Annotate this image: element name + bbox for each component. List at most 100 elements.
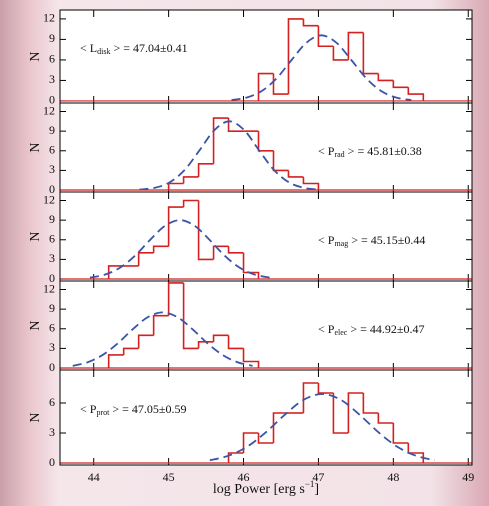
y-tick-label: 12: [43, 281, 55, 295]
plot-area: [60, 370, 472, 465]
histogram-bar: [302, 18, 319, 27]
y-tick-label: 0: [49, 360, 55, 374]
y-tick-label: 6: [49, 395, 55, 409]
histogram-bar: [182, 282, 199, 350]
histogram-bar: [107, 265, 124, 280]
histogram-bar: [227, 335, 244, 350]
annotation-tail: > = 44.92±0.47: [347, 322, 424, 336]
histogram-bar: [317, 383, 334, 394]
annotation-sub: prot: [96, 408, 110, 417]
annotation-sub: elec: [334, 328, 347, 337]
fit-curve: [231, 34, 412, 101]
x-tick-label: 48: [387, 470, 399, 484]
y-tick-label: 0: [49, 271, 55, 285]
annotation: < Pmag > = 45.15±0.44: [318, 233, 425, 248]
annotation-tail: > = 47.05±0.59: [109, 402, 186, 416]
y-tick-label: 3: [49, 340, 55, 354]
y-axis-label: N: [28, 412, 43, 422]
y-tick-label: 9: [49, 301, 55, 315]
y-tick-label: 6: [49, 321, 55, 335]
histogram-bar: [242, 348, 260, 369]
x-tick-label: 46: [238, 470, 250, 484]
y-tick-label: 9: [49, 123, 55, 137]
histogram-bar: [227, 452, 244, 463]
histogram-bar: [287, 18, 304, 95]
histogram-bar: [122, 347, 139, 355]
histogram-bar: [377, 73, 394, 82]
y-tick-label: 12: [43, 192, 55, 206]
histogram-bar: [347, 31, 364, 60]
annotation-tail: > = 45.81±0.38: [345, 144, 422, 158]
y-axis-label: N: [28, 142, 43, 152]
histogram-bar: [107, 354, 124, 369]
y-tick-label: 3: [49, 162, 55, 176]
histogram-bar: [332, 393, 349, 434]
histogram-bar: [332, 46, 349, 61]
plot-area: [60, 281, 472, 370]
annotation: < Ldisk > = 47.04±0.41: [80, 41, 188, 56]
annotation-sub: rad: [334, 150, 344, 159]
fit-curve: [89, 219, 270, 279]
y-tick-label: 3: [49, 251, 55, 265]
fit-curve: [72, 311, 253, 367]
histogram-bar: [197, 341, 214, 349]
fit-curve: [209, 393, 435, 462]
y-tick-label: 6: [49, 52, 55, 66]
y-tick-label: 6: [49, 143, 55, 157]
y-tick-label: 3: [49, 72, 55, 86]
histogram-bar: [197, 163, 214, 177]
histogram-bar: [302, 382, 319, 413]
histogram-bar: [392, 423, 409, 444]
histogram-bar: [152, 314, 169, 336]
y-tick-label: 0: [49, 93, 55, 107]
histogram-bar: [182, 176, 199, 184]
histogram-bar: [377, 413, 394, 424]
annotation-text: < P: [318, 233, 335, 247]
annotation-text: < P: [318, 322, 335, 336]
histogram-bar: [257, 72, 274, 101]
annotation-sub: mag: [334, 239, 348, 248]
y-axis-label: N: [28, 320, 43, 330]
histogram-bar: [152, 245, 169, 253]
histogram-bar: [272, 412, 289, 443]
y-axis-label: N: [28, 231, 43, 241]
y-tick-label: 0: [49, 182, 55, 196]
y-tick-label: 9: [49, 31, 55, 45]
y-tick-label: 3: [49, 425, 55, 439]
histogram-bar: [302, 176, 320, 191]
histogram-bar: [227, 246, 244, 254]
fit-curve: [139, 120, 320, 191]
x-tick-label: 44: [88, 470, 100, 484]
x-axis-label-tail: ]: [314, 482, 319, 497]
plot-frame: [59, 369, 473, 466]
histogram-bar: [287, 170, 304, 178]
histogram-bar: [242, 432, 259, 453]
annotation: < Pprot > = 47.05±0.59: [80, 402, 186, 417]
annotation: < Prad > = 45.81±0.38: [318, 144, 422, 159]
histogram-bar: [212, 334, 229, 342]
histogram-bar: [212, 117, 229, 164]
x-axis-label-sup: −1: [305, 479, 315, 489]
histogram-bar: [182, 199, 199, 208]
y-axis-label: N: [28, 51, 43, 61]
x-axis-label: log Power [erg s−1]: [213, 479, 319, 497]
histogram-bar: [167, 282, 184, 316]
y-tick-label: 6: [49, 232, 55, 246]
histogram-bar: [362, 393, 379, 414]
histogram-bar: [227, 118, 244, 132]
histogram-bar: [257, 433, 274, 444]
annotation-text: < P: [80, 402, 97, 416]
histogram-bar: [137, 252, 154, 266]
y-tick-label: 12: [43, 103, 55, 117]
x-axis-label-text: log Power [erg s: [213, 482, 305, 497]
histogram-bar: [317, 25, 334, 48]
histogram-bar: [362, 32, 379, 75]
annotation-sub: disk: [97, 47, 110, 56]
y-tick-label: 12: [43, 11, 55, 25]
histogram-bar: [167, 206, 184, 247]
histogram-bar: [347, 392, 364, 433]
annotation-tail: > = 47.04±0.41: [110, 41, 187, 55]
histogram-bar: [137, 334, 154, 349]
